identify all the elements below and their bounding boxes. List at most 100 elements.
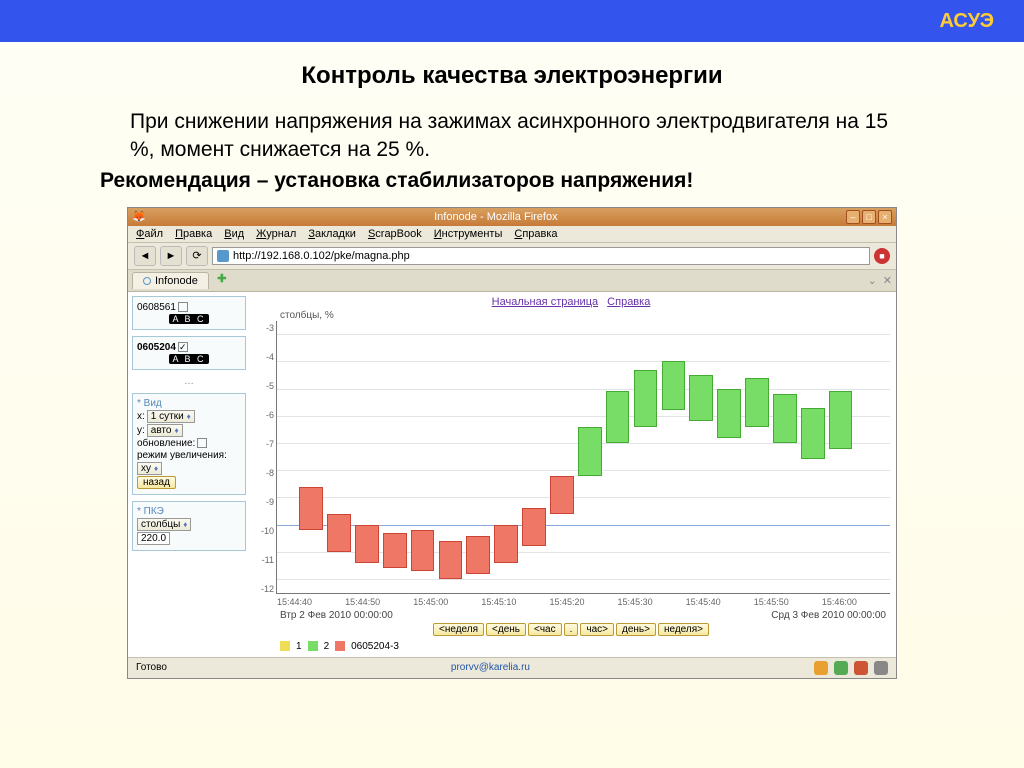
time-nav-button[interactable]: .	[564, 623, 579, 636]
view-panel: * Вид x: 1 сутки♦ y: авто♦ обновление: р…	[132, 393, 246, 495]
bar[interactable]	[773, 394, 797, 443]
sensor-check-2[interactable]	[178, 342, 188, 352]
firefox-icon: 🦊	[132, 210, 146, 223]
view-title: * Вид	[137, 398, 241, 409]
menu-view[interactable]: Вид	[224, 228, 244, 240]
abc-badge-2: A B C	[169, 354, 208, 364]
tab-dropdown-icon[interactable]: ⌄	[868, 274, 877, 287]
bar[interactable]	[299, 487, 323, 531]
stop-icon[interactable]: ■	[874, 248, 890, 264]
nav-toolbar: ◄ ► ⟳ http://192.168.0.102/pke/magna.php…	[128, 243, 896, 270]
tab-close-icon[interactable]: ✕	[883, 274, 892, 287]
pke-title: * ПКЭ	[137, 506, 241, 517]
status-icon-2[interactable]	[834, 661, 848, 675]
new-tab-button[interactable]: ✚	[213, 272, 231, 288]
sensor-check-1[interactable]	[178, 302, 188, 312]
url-input[interactable]: http://192.168.0.102/pke/magna.php	[212, 247, 870, 265]
brand-label: АСУЭ	[939, 10, 994, 33]
sensor-box-2: 0605204 A B C	[132, 336, 246, 370]
recommendation-text: Рекомендация – установка стабилизаторов …	[100, 169, 914, 193]
menu-bar: Файл Правка Вид Журнал Закладки ScrapBoo…	[128, 226, 896, 243]
status-icon-4[interactable]	[874, 661, 888, 675]
time-nav-button[interactable]: час>	[580, 623, 614, 636]
time-nav-button[interactable]: <неделя	[433, 623, 484, 636]
date-right: Срд 3 Фев 2010 00:00:00	[771, 610, 886, 621]
maximize-button[interactable]: □	[862, 210, 876, 224]
time-nav-button[interactable]: день>	[616, 623, 656, 636]
menu-edit[interactable]: Правка	[175, 228, 212, 240]
menu-file[interactable]: Файл	[136, 228, 163, 240]
bar[interactable]	[578, 427, 602, 476]
back-button[interactable]: ◄	[134, 246, 156, 266]
x-select[interactable]: 1 сутки♦	[147, 410, 195, 423]
menu-scrapbook[interactable]: ScrapBook	[368, 228, 422, 240]
pke-panel: * ПКЭ столбцы♦ 220.0	[132, 501, 246, 551]
status-bar: Готово prorvv@karelia.ru	[128, 657, 896, 678]
favicon-icon	[217, 250, 229, 262]
status-text: Готово	[136, 662, 167, 673]
bar[interactable]	[327, 514, 351, 552]
tab-bar: Infonode ✚ ⌄ ✕	[128, 270, 896, 292]
date-left: Втр 2 Фев 2010 00:00:00	[280, 610, 393, 621]
y-axis-title: столбцы, %	[252, 310, 890, 321]
bar[interactable]	[717, 389, 741, 438]
pke-mode-select[interactable]: столбцы♦	[137, 518, 191, 531]
sensor-id-2: 0605204	[137, 342, 176, 353]
bar[interactable]	[550, 476, 574, 514]
link-home[interactable]: Начальная страница	[492, 296, 598, 308]
header-bar: АСУЭ	[0, 0, 1024, 42]
abc-badge-1: A B C	[169, 314, 208, 324]
zoom-select[interactable]: xy♦	[137, 462, 162, 475]
bar[interactable]	[634, 370, 658, 427]
bar[interactable]	[745, 378, 769, 427]
tab-label: Infonode	[155, 275, 198, 287]
bar[interactable]	[829, 391, 853, 448]
status-icon-1[interactable]	[814, 661, 828, 675]
bar[interactable]	[494, 525, 518, 563]
tab-infonode[interactable]: Infonode	[132, 272, 209, 289]
bar[interactable]	[606, 391, 630, 443]
bar[interactable]	[662, 361, 686, 410]
chart-area: Начальная страница Справка столбцы, % -3…	[250, 292, 896, 657]
forward-button[interactable]: ►	[160, 246, 182, 266]
window-titlebar[interactable]: 🦊 Infonode - Mozilla Firefox – □ ×	[128, 208, 896, 226]
time-nav-button[interactable]: <день	[486, 623, 526, 636]
bar[interactable]	[383, 533, 407, 568]
bar[interactable]	[689, 375, 713, 421]
bar[interactable]	[411, 530, 435, 571]
tab-favicon-icon	[143, 277, 151, 285]
menu-bookmarks[interactable]: Закладки	[308, 228, 356, 240]
y-select[interactable]: авто♦	[147, 424, 183, 437]
reload-button[interactable]: ⟳	[186, 246, 208, 266]
body-paragraph: При снижении напряжения на зажимах асинх…	[130, 108, 914, 165]
sensor-box-1: 0608561 A B C	[132, 296, 246, 330]
x-axis: 15:44:4015:44:5015:45:0015:45:1015:45:20…	[277, 597, 890, 607]
bar[interactable]	[355, 525, 379, 563]
update-check[interactable]	[197, 438, 207, 448]
bar[interactable]	[466, 536, 490, 574]
menu-tools[interactable]: Инструменты	[434, 228, 503, 240]
back-view-button[interactable]: назад	[137, 476, 176, 489]
time-nav-button[interactable]: <час	[528, 623, 562, 636]
plot[interactable]: 15:44:4015:44:5015:45:0015:45:1015:45:20…	[276, 321, 890, 594]
bar[interactable]	[522, 508, 546, 546]
page-content: 0608561 A B C 0605204 A B C … * Вид x: 1…	[128, 292, 896, 657]
y-axis: -3-4-5-6-7-8-9-10-11-12	[252, 321, 276, 610]
time-nav: <неделя<день<час.час>день>неделя>	[252, 621, 890, 638]
sensor-id-1: 0608561	[137, 302, 176, 313]
bar[interactable]	[439, 541, 463, 579]
time-nav-button[interactable]: неделя>	[658, 623, 709, 636]
pke-value-input[interactable]: 220.0	[137, 532, 170, 545]
menu-help[interactable]: Справка	[514, 228, 557, 240]
sidebar: 0608561 A B C 0605204 A B C … * Вид x: 1…	[128, 292, 250, 657]
footer-email: prorvv@karelia.ru	[173, 662, 808, 673]
page-title: Контроль качества электроэнергии	[0, 62, 1024, 90]
browser-window: 🦊 Infonode - Mozilla Firefox – □ × Файл …	[127, 207, 897, 679]
status-icon-3[interactable]	[854, 661, 868, 675]
close-button[interactable]: ×	[878, 210, 892, 224]
legend: 120605204-3	[252, 638, 890, 655]
bar[interactable]	[801, 408, 825, 460]
menu-history[interactable]: Журнал	[256, 228, 296, 240]
minimize-button[interactable]: –	[846, 210, 860, 224]
link-help[interactable]: Справка	[607, 296, 650, 308]
